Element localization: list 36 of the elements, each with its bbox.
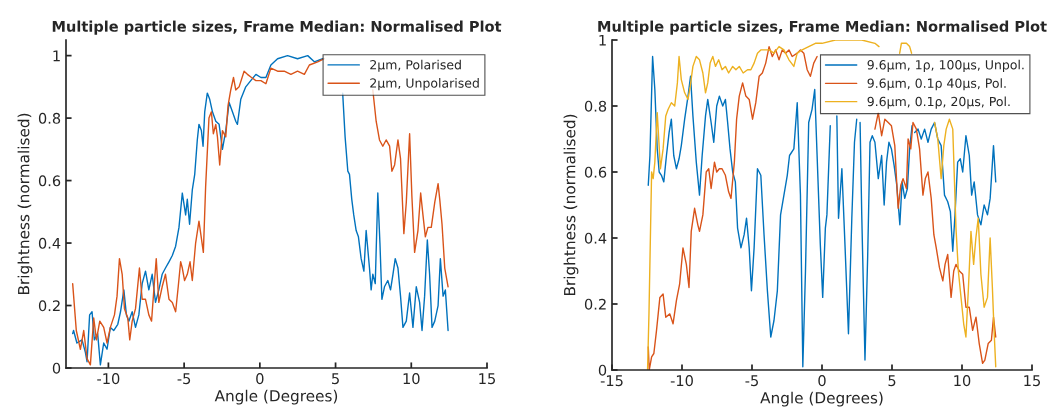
y-tick-label: 0.4 [38, 237, 61, 249]
x-tick-label: 10 [954, 375, 971, 387]
y-tick-label: 0.6 [584, 166, 607, 178]
x-tick-label: 0 [256, 373, 264, 385]
x-tick-label: 0 [818, 375, 826, 387]
y-tick-label: 1 [53, 50, 60, 62]
x-tick-label: -5 [745, 375, 758, 387]
y-tick-label: 0 [598, 364, 607, 376]
legend-label: 9.6µm, 0.1ρ 40µs, Pol. [867, 78, 1006, 91]
legend-label: 2µm, Unpolarised [370, 78, 479, 91]
y-tick-label: 0.8 [38, 112, 61, 124]
x-axis-title: Angle (Degrees) [214, 389, 338, 405]
x-tick-label: 5 [332, 373, 339, 385]
y-tick-label: 0.8 [584, 100, 607, 112]
x-axis-title: Angle (Degrees) [760, 391, 883, 407]
y-axis-title: Brightness (normalised) [17, 113, 33, 294]
x-tick-label: -15 [600, 375, 623, 387]
x-tick-label: -5 [177, 373, 191, 385]
x-tick-label: 15 [1024, 375, 1040, 387]
chart-title: Multiple particle sizes, Frame Median: Normalised Plot [52, 20, 502, 35]
y-tick-label: 0 [52, 362, 61, 374]
x-tick-label: 15 [479, 373, 495, 385]
x-tick-label: 5 [888, 375, 896, 387]
chart-title: Multiple particle sizes, Frame Median: Normalised Plot [598, 20, 1047, 35]
x-tick-label: -10 [97, 373, 120, 385]
y-axis-title: Brightness (normalised) [563, 114, 579, 295]
legend-label: 2µm, Polarised [370, 59, 461, 72]
x-tick-label: -10 [670, 375, 693, 387]
y-tick-label: 0.6 [38, 175, 61, 187]
x-tick-label: 10 [403, 373, 420, 385]
legend-label: 9.6µm, 0.1ρ, 20µs, Pol. [867, 96, 1010, 109]
y-tick-label: 0.2 [38, 300, 60, 312]
y-tick-label: 0.2 [584, 298, 606, 310]
y-tick-label: 1 [599, 34, 606, 46]
y-tick-label: 0.4 [584, 232, 607, 244]
legend-label: 9.6µm, 1ρ, 100µs, Unpol. [867, 59, 1024, 72]
